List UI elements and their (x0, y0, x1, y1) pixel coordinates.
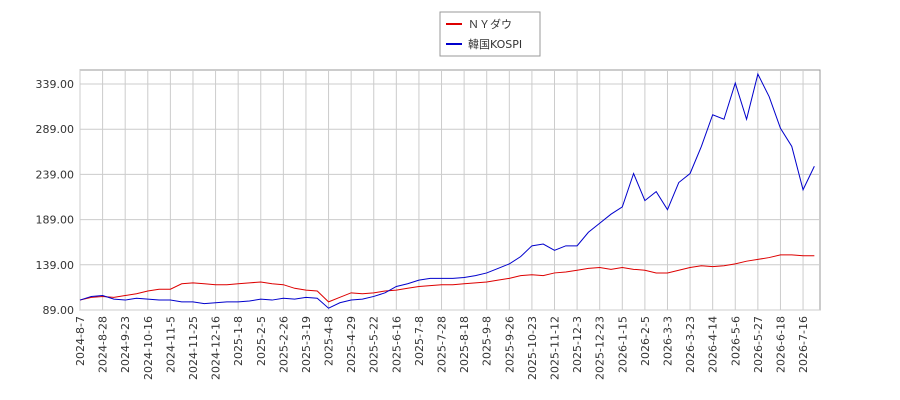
x-tick-label: 2025-9-8 (481, 316, 494, 366)
y-tick-label: 239.00 (36, 168, 75, 181)
x-tick-label: 2026-3-23 (684, 316, 697, 373)
x-tick-label: 2025-5-22 (368, 316, 381, 373)
y-tick-label: 339.00 (36, 78, 75, 91)
x-tick-label: 2026-5-6 (729, 316, 742, 366)
y-tick-label: 139.00 (36, 259, 75, 272)
x-tick-label: 2025-12-3 (571, 316, 584, 373)
x-tick-label: 2025-10-23 (526, 316, 539, 380)
plot-area (79, 69, 821, 311)
x-tick-label: 2024-9-23 (119, 316, 132, 373)
x-tick-label: 2025-7-8 (413, 316, 426, 366)
x-tick-label: 2025-2-26 (277, 316, 290, 373)
x-tick-label: 2026-7-16 (797, 316, 810, 373)
x-tick-label: 2024-10-16 (142, 316, 155, 380)
x-tick-label: 2026-3-3 (661, 316, 674, 366)
x-tick-label: 2026-2-5 (639, 316, 652, 366)
legend-box (439, 11, 541, 57)
x-tick-label: 2025-12-23 (594, 316, 607, 380)
x-tick-label: 2026-4-14 (707, 316, 720, 373)
x-tick-label: 2026-5-27 (752, 316, 765, 373)
y-tick-label: 89.00 (43, 304, 75, 317)
series-line (79, 72, 815, 309)
x-tick-label: 2025-8-18 (458, 316, 471, 373)
x-tick-label: 2025-2-5 (255, 316, 268, 366)
x-tick-label: 2026-1-15 (616, 316, 629, 373)
x-tick-label: 2024-8-7 (74, 316, 87, 366)
x-tick-label: 2024-11-25 (187, 316, 200, 380)
x-tick-label: 2024-8-28 (97, 316, 110, 373)
x-tick-label: 2025-9-26 (503, 316, 516, 373)
x-tick-label: 2025-3-19 (300, 316, 313, 373)
x-tick-label: 2025-1-8 (232, 316, 245, 366)
y-tick-label: 289.00 (36, 123, 75, 136)
x-tick-label: 2025-6-16 (390, 316, 403, 373)
legend-label: ＮＹダウ (468, 17, 512, 31)
x-tick-label: 2024-11-5 (164, 316, 177, 373)
x-tick-label: 2025-4-29 (345, 316, 358, 373)
x-tick-label: 2026-6-18 (774, 316, 787, 373)
x-tick-label: 2025-11-12 (549, 316, 562, 380)
x-tick-label: 2024-12-16 (210, 316, 223, 380)
x-tick-label: 2025-4-8 (323, 316, 336, 366)
y-tick-label: 189.00 (36, 214, 75, 227)
legend-label: 韓国KOSPI (468, 38, 522, 51)
x-tick-label: 2025-7-28 (436, 316, 449, 373)
series-line (79, 254, 815, 303)
